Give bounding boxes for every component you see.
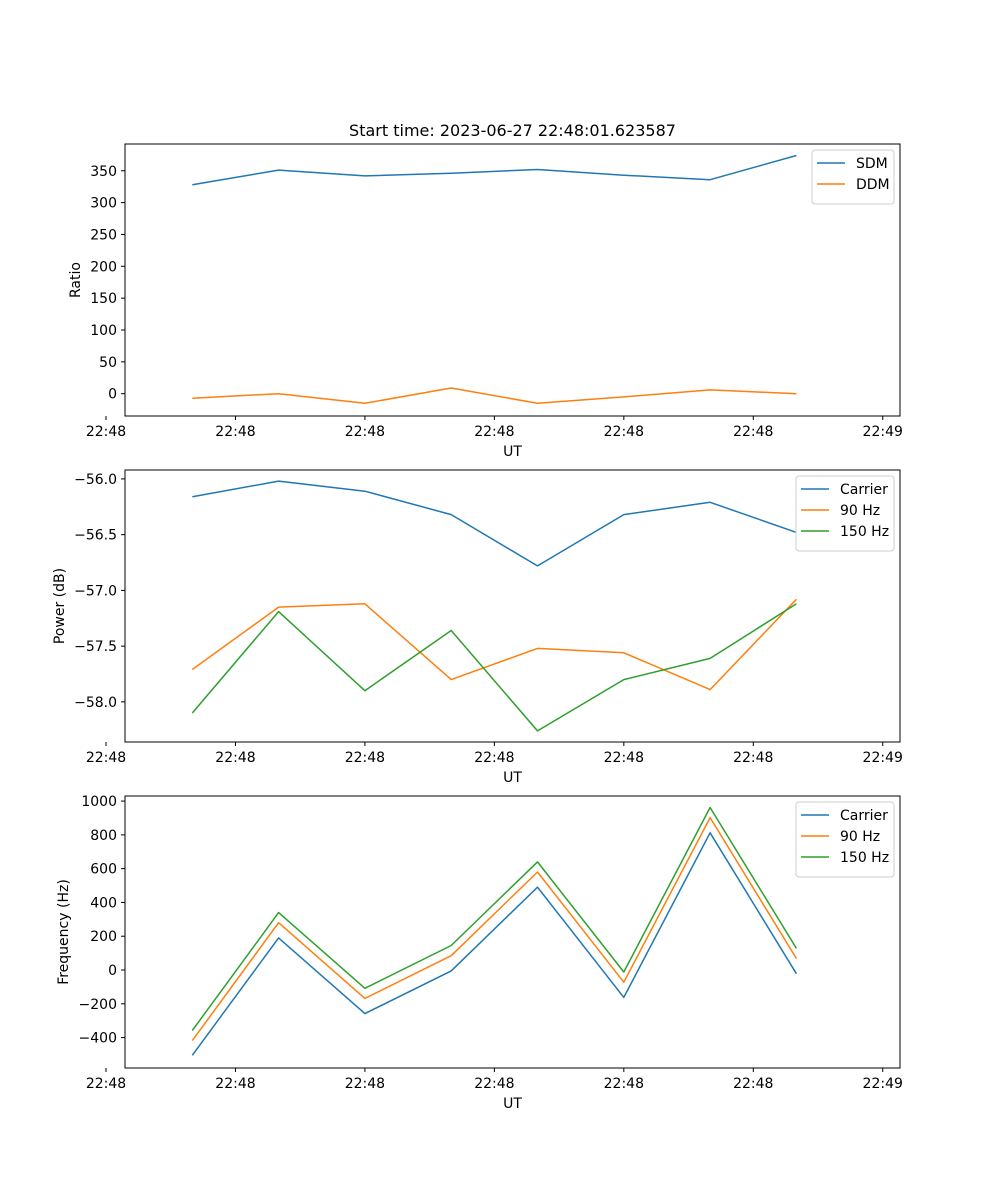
series-line-ddm xyxy=(192,387,797,405)
x-tick-label: 22:48 xyxy=(215,424,255,440)
y-tick-label: 100 xyxy=(90,323,117,339)
y-tick-label: −57.5 xyxy=(74,639,117,655)
axes-frame xyxy=(124,469,901,743)
y-tick-label: −57.0 xyxy=(74,583,117,599)
legend-label: Carrier xyxy=(840,482,888,498)
legend-box xyxy=(795,801,895,878)
x-tick-label: 22:48 xyxy=(86,1076,126,1092)
x-tick-label: 22:48 xyxy=(86,750,126,766)
legend-label: Carrier xyxy=(840,808,888,824)
series-line-carrier xyxy=(192,480,797,567)
y-tick-label: 0 xyxy=(108,387,117,403)
legend-label: 150 Hz xyxy=(840,850,889,866)
x-tick-label: 22:48 xyxy=(474,750,514,766)
chart-panel-3: 22:48 22:48 22:48 22:48 22:48 22:48 22:49 UT −40… xyxy=(56,794,903,1112)
y-tick-label: −56.0 xyxy=(74,472,117,488)
y-tick-label: 250 xyxy=(90,227,117,243)
x-tick-label: 22:48 xyxy=(345,750,385,766)
x-tick-label: 22:48 xyxy=(215,1076,255,1092)
y-tick-label: 200 xyxy=(90,929,117,945)
y-tick-label: −200 xyxy=(79,997,117,1013)
x-tick-label: 22:48 xyxy=(604,1076,644,1092)
chart-title: Start time: 2023-06-27 22:48:01.623587 xyxy=(349,121,676,140)
x-tick-label: 22:48 xyxy=(345,424,385,440)
x-tick-label: 22:48 xyxy=(733,1076,773,1092)
legend-label: DDM xyxy=(856,177,890,193)
y-tick-label: 350 xyxy=(90,164,117,180)
x-axis-label: UT xyxy=(503,1096,522,1112)
y-tick-label: 800 xyxy=(90,828,117,844)
x-tick-label: 22:48 xyxy=(474,1076,514,1092)
chart-panel-2: 22:48 22:48 22:48 22:48 22:48 22:48 22:49 UT −58… xyxy=(52,469,903,786)
y-tick-label: 50 xyxy=(99,355,117,371)
x-tick-label: 22:48 xyxy=(474,424,514,440)
legend-box xyxy=(795,475,895,552)
series-line-150-hz xyxy=(191,806,798,1031)
series-line-90-hz xyxy=(191,816,798,1042)
x-tick-label: 22:49 xyxy=(863,1076,903,1092)
legend-label: 150 Hz xyxy=(840,524,889,540)
legend: Carrier 90 Hz 150 Hz xyxy=(795,475,895,552)
axes-frame xyxy=(124,143,901,417)
legend-label: 90 Hz xyxy=(840,503,880,519)
legend-label: 90 Hz xyxy=(840,829,880,845)
y-tick-label: 0 xyxy=(108,963,117,979)
x-tick-label: 22:49 xyxy=(863,424,903,440)
y-tick-label: 300 xyxy=(90,196,117,212)
x-tick-label: 22:49 xyxy=(863,750,903,766)
series-line-sdm xyxy=(192,154,797,186)
x-tick-label: 22:48 xyxy=(733,750,773,766)
x-tick-label: 22:48 xyxy=(215,750,255,766)
y-tick-label: 150 xyxy=(90,291,117,307)
x-axis-label: UT xyxy=(503,770,522,786)
y-tick-label: 400 xyxy=(90,895,117,911)
series-line-carrier xyxy=(191,832,798,1056)
x-tick-label: 22:48 xyxy=(86,424,126,440)
y-tick-label: 200 xyxy=(90,259,117,275)
chart-panel-1: Start time: 2023-06-27 22:48:01.623587 22… xyxy=(68,121,903,460)
y-tick-label: 600 xyxy=(90,862,117,878)
legend: Carrier 90 Hz 150 Hz xyxy=(795,801,895,878)
x-tick-label: 22:48 xyxy=(604,750,644,766)
x-tick-label: 22:48 xyxy=(345,1076,385,1092)
y-tick-label: −400 xyxy=(79,1031,117,1047)
series-line-90-hz xyxy=(191,598,797,691)
y-tick-label: 1000 xyxy=(81,794,117,810)
x-tick-label: 22:48 xyxy=(733,424,773,440)
x-axis-label: UT xyxy=(503,444,522,460)
legend-label: SDM xyxy=(856,156,888,172)
axes-frame xyxy=(124,795,901,1069)
series-line-150-hz xyxy=(191,603,797,732)
y-axis-label: Frequency (Hz) xyxy=(56,879,72,985)
y-axis-label: Ratio xyxy=(68,262,84,298)
y-axis-label: Power (dB) xyxy=(52,568,68,644)
legend: SDM DDM xyxy=(811,149,895,205)
y-tick-label: −58.0 xyxy=(74,695,117,711)
x-tick-label: 22:48 xyxy=(604,424,644,440)
y-tick-label: −56.5 xyxy=(74,528,117,544)
